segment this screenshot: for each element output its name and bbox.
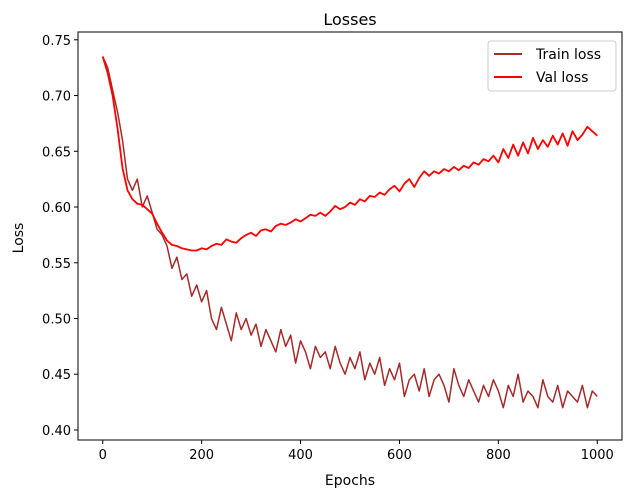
chart-title: Losses xyxy=(323,10,376,29)
y-tick-label: 0.65 xyxy=(42,145,71,160)
legend-train-label: Train loss xyxy=(535,47,601,63)
y-tick-label: 0.60 xyxy=(42,201,71,216)
legend: Train loss Val loss xyxy=(487,40,617,92)
x-axis-label: Epochs xyxy=(325,473,375,489)
legend-val-label: Val loss xyxy=(536,70,588,86)
train-loss-line xyxy=(102,56,598,409)
y-tick-label: 0.70 xyxy=(42,90,71,105)
y-tick-label: 0.50 xyxy=(42,312,71,327)
x-tick-label: 600 xyxy=(387,448,412,463)
x-axis: 0 200 400 600 800 1000 xyxy=(99,440,614,463)
series-layer xyxy=(101,56,598,409)
x-tick-label: 1000 xyxy=(581,448,614,463)
x-tick-label: 800 xyxy=(486,448,511,463)
x-tick-label: 200 xyxy=(189,448,214,463)
y-tick-label: 0.75 xyxy=(42,34,71,49)
y-axis: 0.40 0.45 0.50 0.55 0.60 0.65 0.70 0.75 xyxy=(42,34,78,439)
y-tick-label: 0.55 xyxy=(42,257,71,272)
y-tick-label: 0.45 xyxy=(42,368,71,383)
x-tick-label: 400 xyxy=(288,448,313,463)
y-tick-label: 0.40 xyxy=(42,424,71,439)
plot-frame xyxy=(77,31,623,441)
val-loss-line xyxy=(101,56,598,252)
y-axis-label: Loss xyxy=(11,223,27,254)
x-tick-label: 0 xyxy=(99,448,107,463)
